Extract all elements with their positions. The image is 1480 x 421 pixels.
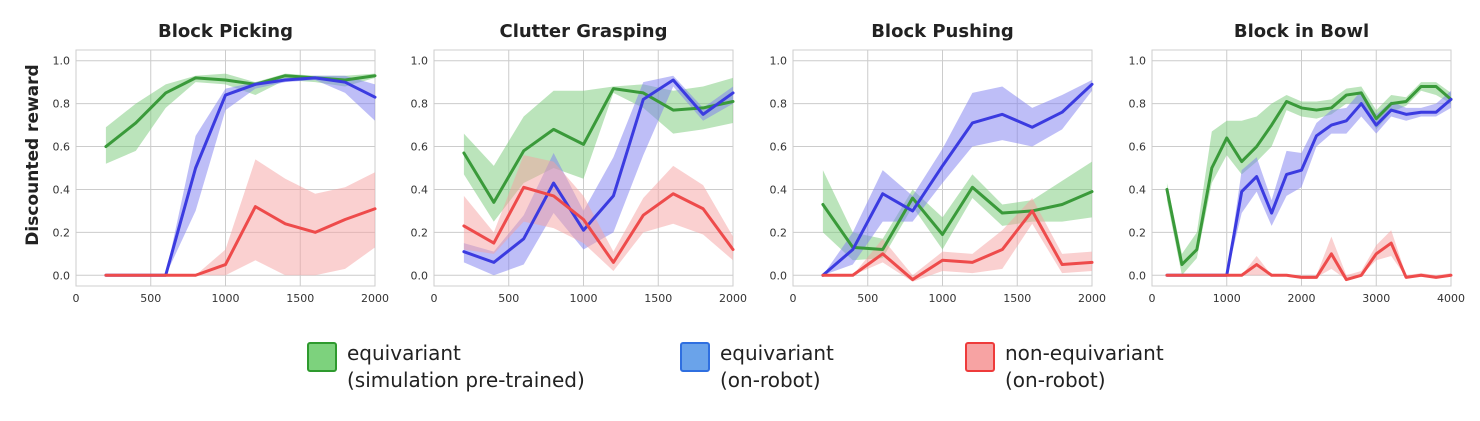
legend-swatch-equivariant: [680, 342, 710, 372]
series-line-equi: [821, 82, 1094, 277]
confidence-band-pre: [463, 77, 733, 222]
x-tick-label: 2000: [719, 292, 747, 305]
y-tick-label: 0.4: [411, 183, 429, 196]
series-line-pre: [821, 185, 1094, 252]
y-tick-label: 0.4: [1129, 183, 1147, 196]
y-tick-label: 0.2: [1129, 226, 1147, 239]
confidence-band-equi: [822, 80, 1092, 276]
x-tick-label: 4000: [1437, 292, 1465, 305]
y-tick-label: 0.0: [770, 269, 788, 282]
series-line-non: [104, 205, 377, 277]
legend-sublabel: (on-robot): [1005, 368, 1106, 392]
chart-title: Block in Bowl: [1234, 21, 1369, 42]
x-tick-label: 1500: [286, 292, 314, 305]
legend-label: non-equivariant: [1005, 341, 1164, 365]
y-axis-label: Discounted reward: [23, 64, 43, 245]
legend-sublabel: (on-robot): [720, 368, 821, 392]
y-tick-label: 0.8: [411, 98, 429, 111]
x-tick-label: 0: [1149, 292, 1156, 305]
series-line-non: [462, 185, 735, 264]
confidence-band-non: [105, 159, 376, 276]
confidence-band-pre: [105, 73, 376, 164]
chart-panel: Block Picking 0.0 0.2 0.4 0.6 0.8 1.0 0 500 1000 1…: [53, 21, 390, 305]
chart-panel: Clutter Grasping 0.0 0.2 0.4 0.6 0.8 1.0 0 500 10…: [411, 21, 748, 305]
x-tick-label: 1000: [570, 292, 598, 305]
chart-title: Block Picking: [158, 21, 293, 42]
y-tick-label: 0.2: [770, 226, 788, 239]
y-tick-label: 0.6: [1129, 141, 1147, 154]
y-tick-label: 0.8: [53, 98, 71, 111]
y-tick-label: 0.6: [53, 141, 71, 154]
x-tick-label: 1500: [1003, 292, 1031, 305]
y-tick-label: 0.0: [1129, 269, 1147, 282]
x-tick-label: 0: [431, 292, 438, 305]
y-tick-label: 0.8: [1129, 98, 1147, 111]
x-tick-label: 0: [73, 292, 80, 305]
x-tick-label: 1000: [1213, 292, 1241, 305]
series-line-pre: [1165, 84, 1453, 267]
y-tick-label: 0.4: [53, 183, 71, 196]
legend-label: equivariant: [347, 341, 461, 365]
x-tick-label: 500: [140, 292, 161, 305]
legend-item-pretrained: equivariant (simulation pre-trained): [307, 340, 585, 394]
x-tick-label: 3000: [1362, 292, 1390, 305]
series-line-non: [821, 209, 1094, 282]
confidence-band-equi: [1166, 90, 1451, 276]
y-tick-label: 1.0: [411, 55, 429, 68]
legend-item-non-equivariant: non-equivariant (on-robot): [965, 340, 1164, 394]
y-tick-label: 0.0: [411, 269, 429, 282]
x-tick-label: 1000: [212, 292, 240, 305]
y-tick-label: 1.0: [53, 55, 71, 68]
x-tick-label: 1000: [929, 292, 957, 305]
series-line-equi: [462, 78, 735, 264]
y-tick-label: 0.6: [411, 141, 429, 154]
x-tick-label: 2000: [1288, 292, 1316, 305]
confidence-band-pre: [1166, 82, 1451, 276]
y-tick-label: 0.2: [411, 226, 429, 239]
x-tick-label: 2000: [1078, 292, 1106, 305]
chart-panel: Block Pushing 0.0 0.2 0.4 0.6 0.8 1.0 0 500 1000 1…: [770, 21, 1107, 305]
x-tick-label: 2000: [361, 292, 389, 305]
y-tick-label: 0.0: [53, 269, 71, 282]
legend: equivariant (simulation pre-trained) equ…: [0, 340, 1480, 410]
y-tick-label: 0.6: [770, 141, 788, 154]
chart-title: Clutter Grasping: [499, 21, 667, 42]
y-tick-label: 0.2: [53, 226, 71, 239]
series-line-pre: [462, 87, 735, 204]
series-line-non: [1165, 241, 1453, 282]
legend-item-equivariant: equivariant (on-robot): [680, 340, 834, 394]
confidence-band-non: [463, 155, 733, 271]
x-tick-label: 500: [498, 292, 519, 305]
chart-title: Block Pushing: [871, 21, 1014, 42]
legend-sublabel: (simulation pre-trained): [347, 368, 585, 392]
y-tick-label: 0.4: [770, 183, 788, 196]
y-tick-label: 1.0: [770, 55, 788, 68]
x-tick-label: 1500: [644, 292, 672, 305]
legend-swatch-non-equivariant: [965, 342, 995, 372]
x-tick-label: 500: [857, 292, 878, 305]
legend-swatch-pretrained: [307, 342, 337, 372]
confidence-band-non: [1166, 230, 1451, 280]
legend-label: equivariant: [720, 341, 834, 365]
chart-panel: Block in Bowl 0.0 0.2 0.4 0.6 0.8 1.0 0 1000 2000…: [1129, 21, 1466, 305]
x-tick-label: 0: [790, 292, 797, 305]
y-tick-label: 1.0: [1129, 55, 1147, 68]
y-tick-label: 0.8: [770, 98, 788, 111]
